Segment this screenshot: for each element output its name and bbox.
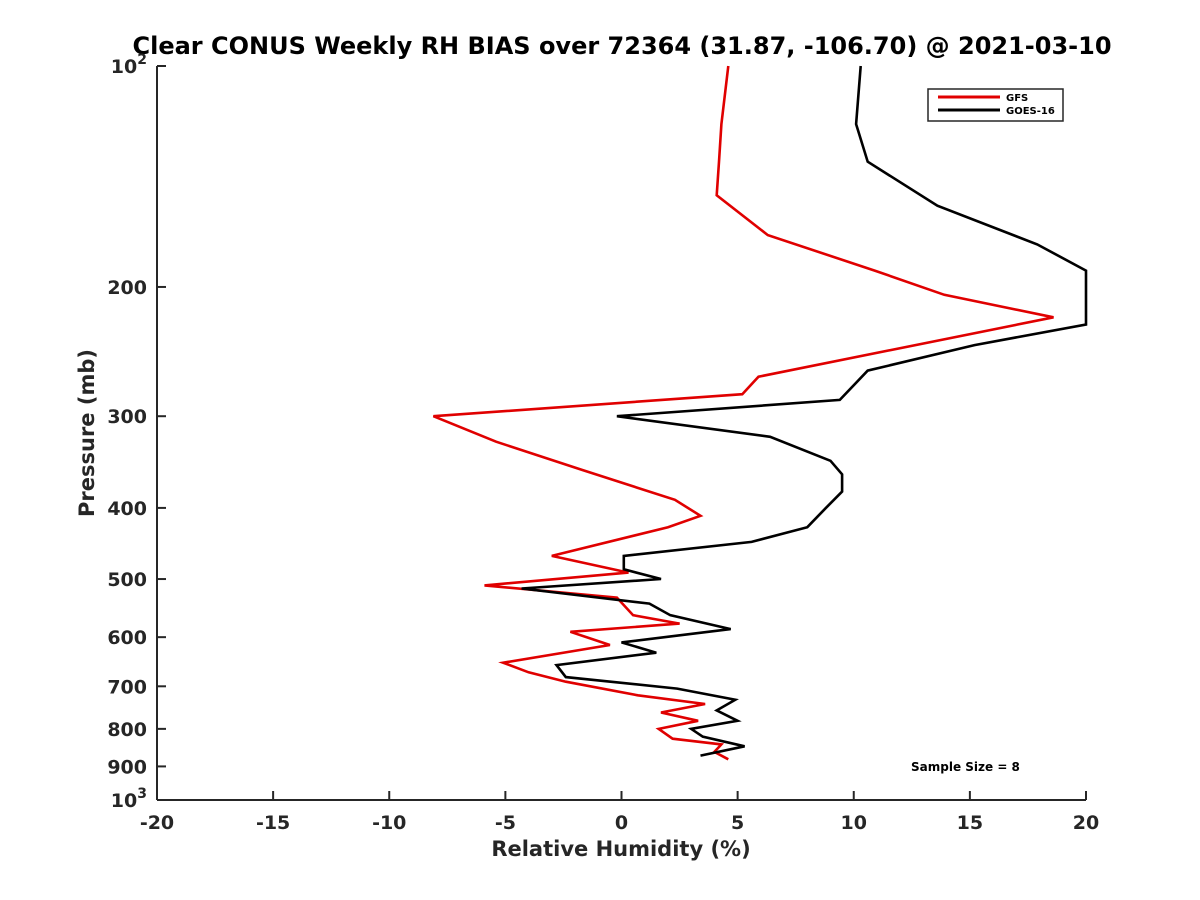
x-axis-ticks: -20 -15 -10 -5 0 5 10 15 20	[140, 791, 1099, 834]
y-tick-label: 200	[107, 277, 147, 299]
y-axis-label: Pressure (mb)	[75, 349, 99, 517]
y-tick-exponent: 3	[137, 786, 147, 802]
x-tick-label: 10	[841, 812, 867, 834]
legend-box	[927, 88, 1064, 122]
y-tick-label: 900	[107, 756, 147, 778]
y-tick-label: 102	[111, 52, 147, 78]
x-tick-label: -15	[256, 812, 290, 834]
x-tick-label: -20	[140, 812, 174, 834]
y-tick-label: 400	[107, 498, 147, 520]
y-tick-base: 10	[111, 56, 137, 78]
x-tick-label: 5	[731, 812, 744, 834]
chart-title: Clear CONUS Weekly RH BIAS over 72364 (3…	[132, 32, 1111, 60]
x-axis-label: Relative Humidity (%)	[491, 837, 750, 861]
y-tick-label: 500	[107, 569, 147, 591]
y-tick-label: 103	[111, 786, 147, 812]
y-tick-base: 10	[111, 790, 137, 812]
legend-label-gfs: GFS	[1006, 93, 1028, 104]
series-line-gfs	[432, 65, 1054, 761]
y-tick-exponent: 2	[137, 52, 147, 68]
legend: GFS GOES-16	[927, 88, 1064, 122]
series-line-goes16	[521, 65, 1088, 757]
x-tick-label: -5	[495, 812, 516, 834]
sample-size-annotation: Sample Size = 8	[911, 760, 1020, 774]
y-tick-label: 700	[107, 676, 147, 698]
x-tick-label: -10	[372, 812, 406, 834]
series-layer	[432, 65, 1088, 761]
y-tick-label: 300	[107, 406, 147, 428]
x-tick-label: 20	[1073, 812, 1099, 834]
y-tick-label: 600	[107, 627, 147, 649]
x-tick-label: 15	[957, 812, 983, 834]
legend-label-goes16: GOES-16	[1006, 106, 1055, 117]
y-tick-label: 800	[107, 719, 147, 741]
x-tick-label: 0	[615, 812, 628, 834]
